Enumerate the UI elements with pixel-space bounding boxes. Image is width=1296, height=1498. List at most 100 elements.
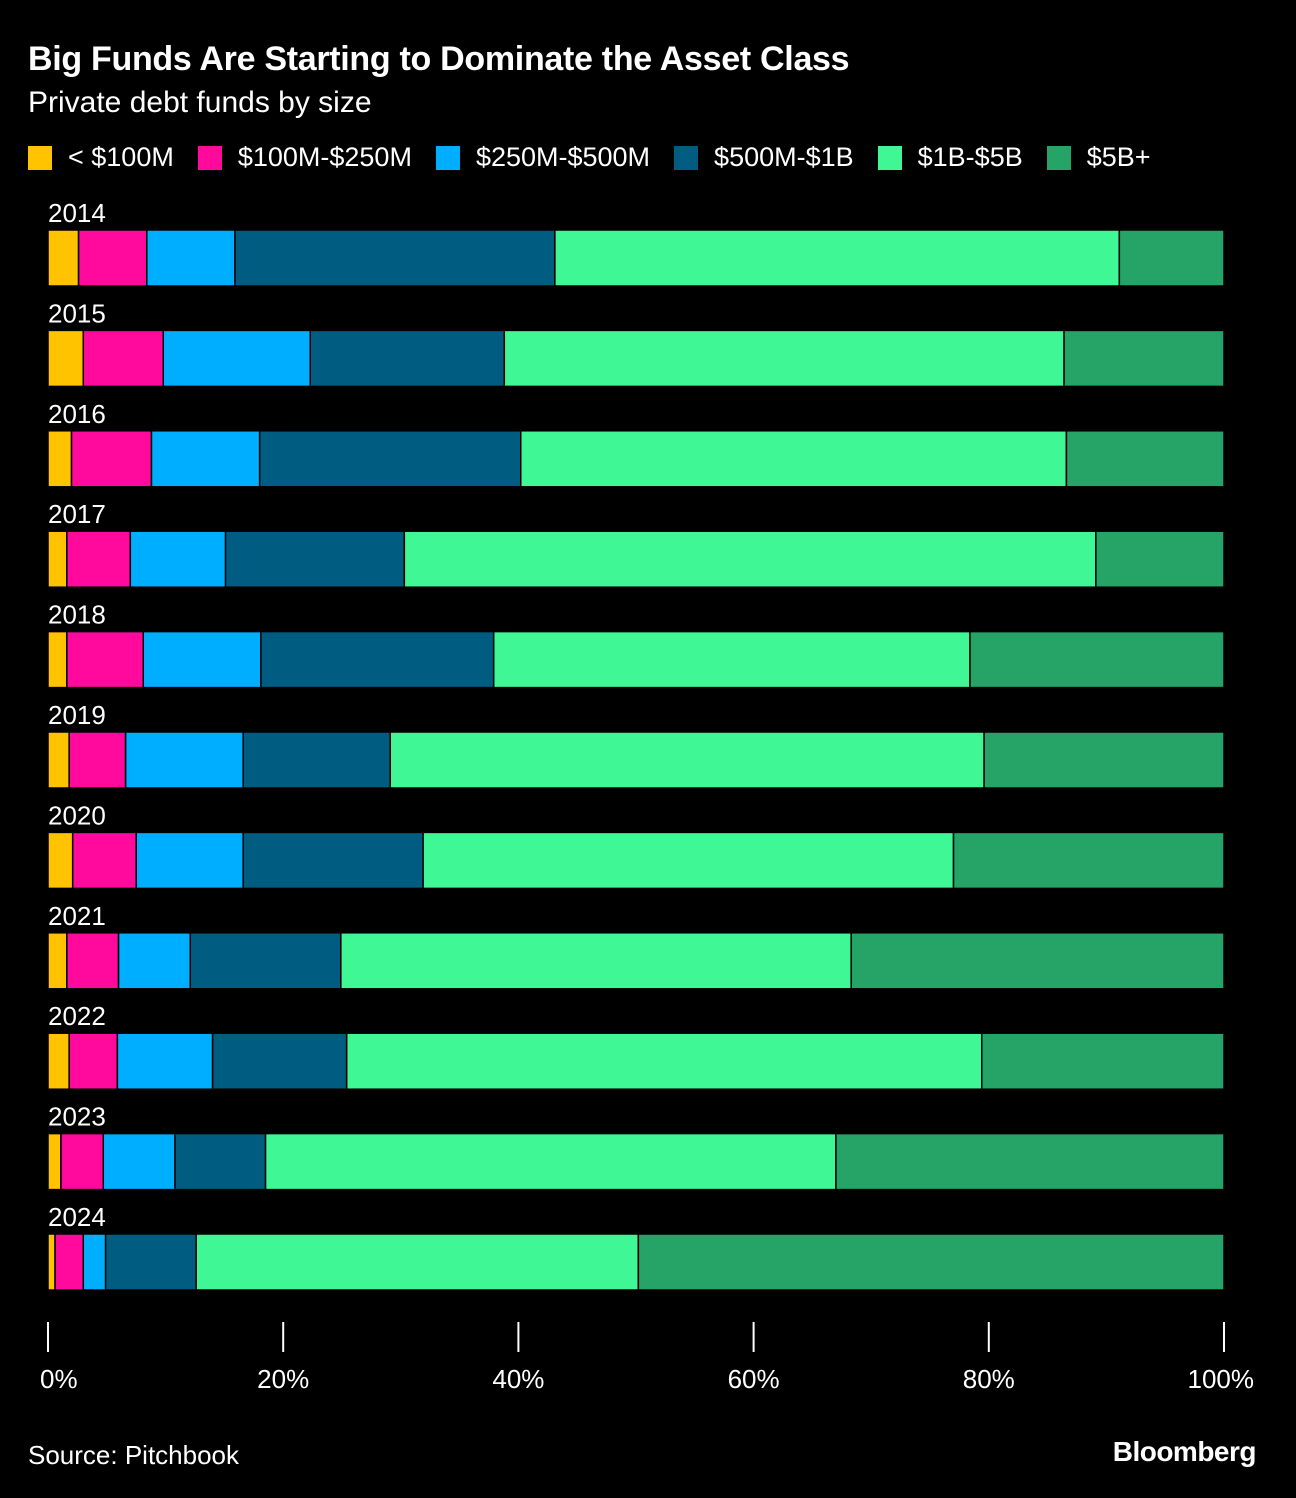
bar-segment bbox=[68, 1032, 119, 1090]
year-label: 2016 bbox=[48, 399, 106, 429]
legend-item-250m-500m: $250M-$500M bbox=[435, 142, 651, 173]
bar-segment bbox=[983, 731, 1225, 789]
bar-segment bbox=[47, 329, 85, 388]
bar-segment bbox=[70, 430, 153, 488]
bar-segment bbox=[47, 932, 68, 990]
legend: < $100M $100M-$250M $250M-$500M $500M-$1… bbox=[28, 142, 1175, 173]
year-label: 2020 bbox=[48, 800, 106, 830]
bar-segment bbox=[66, 630, 145, 689]
year-label: 2015 bbox=[48, 298, 106, 328]
bar-segment bbox=[142, 630, 262, 689]
bar-segment bbox=[174, 1132, 267, 1191]
bar-segment bbox=[66, 932, 120, 990]
legend-item-5b-plus: $5B+ bbox=[1046, 142, 1151, 173]
legend-swatch bbox=[197, 145, 222, 170]
bar-segment bbox=[520, 430, 1068, 488]
bar-segment bbox=[345, 1032, 983, 1090]
bar-segment bbox=[47, 229, 80, 287]
chart-subtitle: Private debt funds by size bbox=[28, 86, 372, 119]
bar-segment bbox=[47, 731, 70, 789]
x-tick-label: 20% bbox=[257, 1364, 309, 1394]
legend-swatch bbox=[674, 145, 699, 170]
bar-segment bbox=[82, 1233, 107, 1291]
bar-segment bbox=[162, 329, 311, 388]
bar-segment bbox=[1063, 329, 1225, 388]
bar-segment bbox=[54, 1233, 85, 1291]
bar-segment bbox=[47, 630, 68, 689]
bloomberg-logo: Bloomberg bbox=[1112, 1436, 1257, 1467]
legend-label: < $100M bbox=[68, 142, 174, 172]
legend-item-100m-250m: $100M-$250M bbox=[197, 142, 412, 173]
bar-segment bbox=[554, 229, 1121, 287]
bar-segment bbox=[104, 1233, 197, 1291]
source-note: Source: Pitchbook bbox=[28, 1440, 240, 1470]
bar-segment bbox=[47, 530, 68, 588]
year-label: 2022 bbox=[48, 1001, 106, 1031]
bar-segment bbox=[422, 831, 955, 890]
bar-segment bbox=[503, 329, 1065, 388]
x-tick-label: 80% bbox=[963, 1364, 1015, 1394]
chart-plot: 2014 2015 2016 2017 2018 2019 2020 2021 2022 2023… bbox=[40, 198, 1255, 1394]
bar-segment bbox=[403, 530, 1097, 588]
year-label: 2019 bbox=[48, 700, 106, 730]
year-label: 2024 bbox=[48, 1202, 106, 1232]
bar-segment bbox=[242, 831, 424, 890]
legend-swatch bbox=[877, 145, 902, 170]
bar-segment bbox=[224, 530, 406, 588]
bar-segment bbox=[234, 229, 556, 287]
bar-segment bbox=[135, 831, 244, 890]
year-label: 2023 bbox=[48, 1102, 106, 1132]
bar-segment bbox=[117, 932, 192, 990]
bar-segment bbox=[211, 1032, 348, 1090]
legend-swatch bbox=[28, 145, 52, 170]
legend-swatch bbox=[435, 145, 460, 170]
bar-segment bbox=[850, 932, 1225, 990]
year-label: 2021 bbox=[48, 901, 106, 931]
bar-segment bbox=[309, 329, 506, 388]
bar-segment bbox=[195, 1233, 640, 1291]
bar-segment bbox=[980, 1032, 1225, 1090]
bar-segment bbox=[77, 229, 148, 287]
bar-segment bbox=[102, 1132, 176, 1191]
x-tick-label: 40% bbox=[492, 1364, 544, 1394]
bar-segment bbox=[189, 932, 342, 990]
x-tick-label: 60% bbox=[728, 1364, 780, 1394]
year-label: 2017 bbox=[48, 499, 106, 529]
bar-segment bbox=[47, 1032, 70, 1090]
bar-segment bbox=[47, 430, 73, 488]
bar-segment bbox=[150, 430, 261, 488]
bar-segment bbox=[47, 1233, 56, 1291]
legend-label: $1B-$5B bbox=[917, 142, 1023, 172]
year-label: 2018 bbox=[48, 600, 106, 630]
legend-item-500m-1b: $500M-$1B bbox=[674, 142, 854, 173]
legend-label: $250M-$500M bbox=[475, 142, 651, 172]
chart-title: Big Funds Are Starting to Dominate the A… bbox=[28, 40, 850, 78]
bar-segment bbox=[952, 831, 1225, 890]
bar-segment bbox=[258, 430, 522, 488]
bar-segment bbox=[264, 1132, 837, 1191]
bar-segment bbox=[260, 630, 495, 689]
bar-segment bbox=[969, 630, 1225, 689]
legend-label: $500M-$1B bbox=[714, 142, 854, 172]
bar-segment bbox=[66, 530, 132, 588]
x-tick-label: 0% bbox=[40, 1364, 78, 1394]
bar-segment bbox=[146, 229, 236, 287]
bar-segment bbox=[1118, 229, 1225, 287]
bar-segment bbox=[492, 630, 971, 689]
legend-item-1b-5b: $1B-$5B bbox=[877, 142, 1023, 173]
bar-segment bbox=[47, 1132, 62, 1191]
bar-segment bbox=[124, 731, 244, 789]
bar-segment bbox=[71, 831, 137, 890]
bar-segment bbox=[340, 932, 852, 990]
x-tick-label: 100% bbox=[1188, 1364, 1255, 1394]
legend-label: $100M-$250M bbox=[237, 142, 412, 172]
bar-segment bbox=[637, 1233, 1225, 1291]
bar-segment bbox=[47, 831, 74, 890]
legend-swatch bbox=[1046, 145, 1071, 170]
bar-segment bbox=[82, 329, 164, 388]
bar-segment bbox=[1095, 530, 1225, 588]
year-label: 2014 bbox=[48, 198, 106, 228]
bar-segment bbox=[129, 530, 227, 588]
bar-segment bbox=[116, 1032, 214, 1090]
bar-segment bbox=[68, 731, 127, 789]
